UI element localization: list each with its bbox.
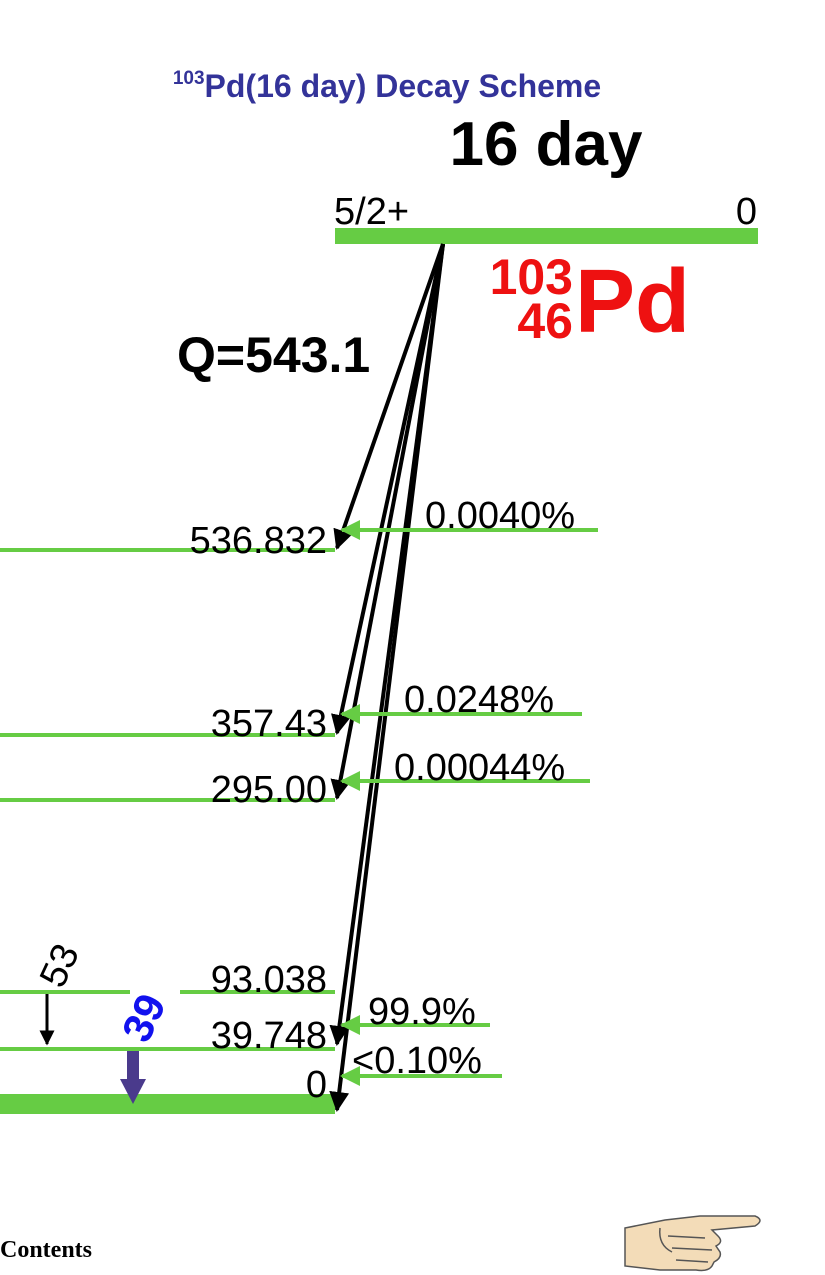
level-energy: 0 xyxy=(306,1064,327,1106)
level-energy: 93.038 xyxy=(211,959,327,1001)
beta-arrow-536 xyxy=(333,243,445,550)
level-energy: 39.748 xyxy=(211,1015,327,1057)
intensity-arrows xyxy=(340,520,598,1086)
parent-symbol: Pd xyxy=(575,252,690,352)
parent-level-line xyxy=(335,228,758,244)
level-energy: 295.00 xyxy=(211,769,327,811)
intensity-label: 0.0248% xyxy=(404,679,554,721)
contents-link[interactable]: Contents xyxy=(0,1237,92,1263)
beta-arrow-357 xyxy=(331,243,445,735)
gamma-arrow-39-head xyxy=(120,1079,146,1104)
beta-transitions xyxy=(329,243,445,1112)
half-life-label: 16 day xyxy=(449,110,643,179)
level-line-357 xyxy=(0,733,335,737)
parent-spin: 5/2+ xyxy=(334,191,409,233)
gamma-label-53: 53 xyxy=(32,938,88,994)
gamma-label-39: 39 xyxy=(113,987,175,1049)
title-text: Pd(16 day) Decay Scheme xyxy=(205,68,602,104)
gamma-arrow-39-shaft xyxy=(127,1051,139,1081)
pointing-hand-icon[interactable] xyxy=(624,1215,761,1272)
parent-energy: 0 xyxy=(736,191,757,233)
intensity-label: <0.10% xyxy=(352,1040,482,1082)
q-value-label: Q=543.1 xyxy=(177,327,370,383)
parent-atomic-number: 46 xyxy=(517,293,573,349)
title-mass-number: 103 xyxy=(173,68,205,89)
level-energy: 536.832 xyxy=(190,520,327,562)
intensity-label: 0.0040% xyxy=(425,495,575,537)
level-line-93 xyxy=(0,990,130,994)
level-line-39 xyxy=(0,1047,335,1051)
beta-arrow-0 xyxy=(329,243,445,1112)
level-line-93-right xyxy=(180,990,335,994)
level-line-295 xyxy=(0,798,335,802)
level-line-536 xyxy=(0,548,335,552)
ground-level-line xyxy=(0,1094,335,1114)
level-energy: 357.43 xyxy=(211,703,327,745)
page-title: 103Pd(16 day) Decay Scheme xyxy=(173,68,601,104)
intensity-label: 0.00044% xyxy=(394,747,565,789)
intensity-label: 99.9% xyxy=(368,991,476,1033)
parent-mass-number: 103 xyxy=(490,249,573,305)
